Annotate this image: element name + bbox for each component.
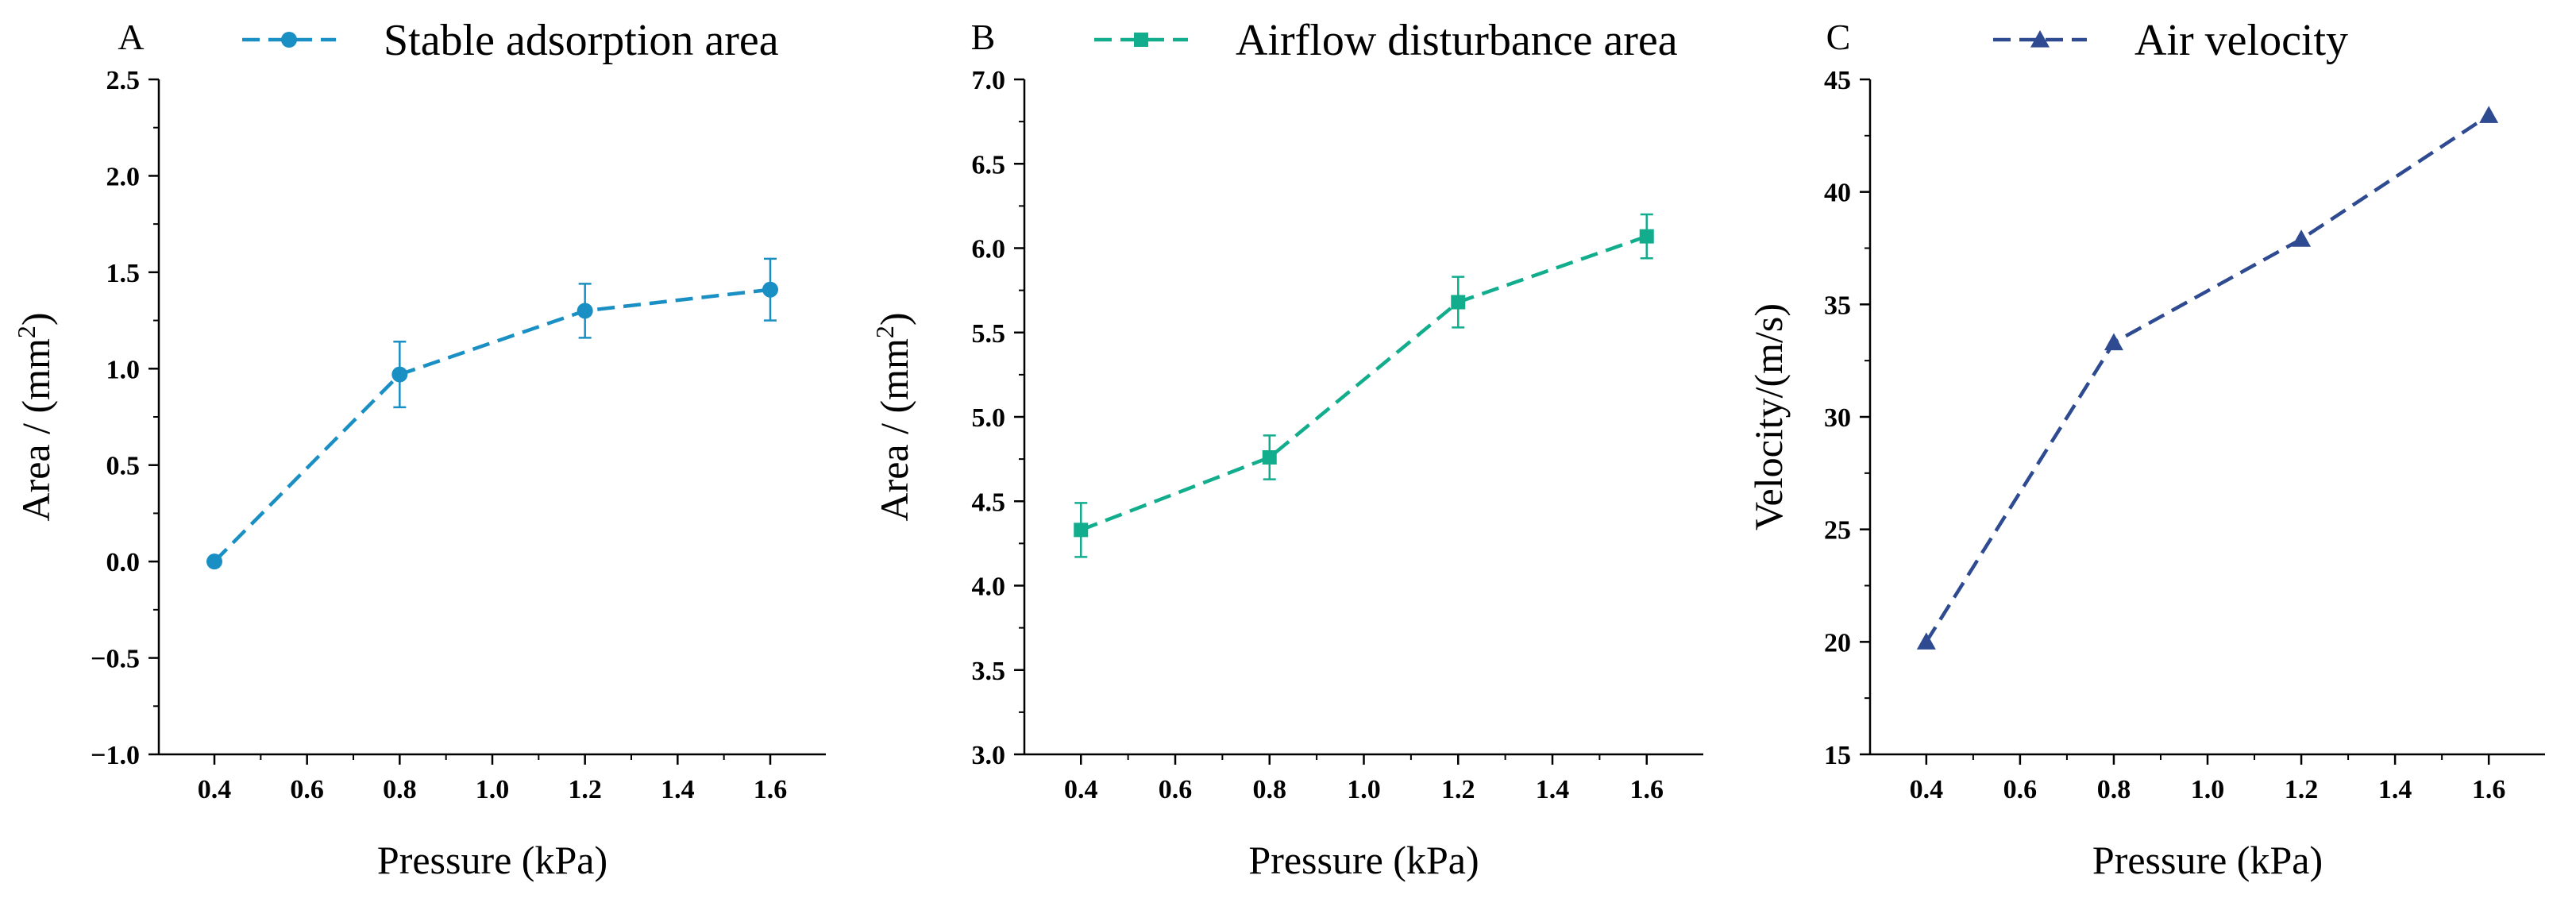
x-tick-label: 0.6 xyxy=(290,775,324,804)
data-point xyxy=(2292,229,2312,247)
legend-marker xyxy=(2030,30,2050,48)
x-tick-label: 1.4 xyxy=(1536,775,1570,804)
legend-marker xyxy=(281,32,297,48)
x-axis-title: Pressure (kPa) xyxy=(2092,838,2323,882)
x-tick-label: 1.0 xyxy=(476,775,510,804)
series-air-velocity xyxy=(1916,106,2499,650)
y-tick-label: 35 xyxy=(1824,291,1851,320)
y-tick-label: 3.5 xyxy=(972,657,1006,686)
x-tick-label: 1.2 xyxy=(568,775,602,804)
legend-label: Stable adsorption area xyxy=(384,16,779,65)
x-tick-label: 1.2 xyxy=(2285,775,2319,804)
data-point xyxy=(1074,522,1089,538)
y-tick-label: 4.0 xyxy=(972,573,1006,602)
series-stable-adsorption-area xyxy=(206,257,778,570)
y-tick-label: 30 xyxy=(1824,403,1851,433)
y-axis-title: Area / (mm2) xyxy=(870,312,916,521)
x-tick-label: 1.6 xyxy=(754,775,788,804)
x-axis-title: Pressure (kPa) xyxy=(377,838,607,882)
y-tick-label: 5.0 xyxy=(972,403,1006,433)
y-tick-label: 20 xyxy=(1824,628,1851,657)
y-tick-label: 1.0 xyxy=(106,355,141,384)
data-point xyxy=(1262,450,1277,465)
y-tick-label: 2.0 xyxy=(106,162,141,191)
x-tick-label: 1.4 xyxy=(661,775,695,804)
x-tick-label: 0.8 xyxy=(2097,775,2131,804)
x-tick-label: 0.8 xyxy=(1253,775,1287,804)
chart-panel-A: 0.4 0.6 0.8 1.0 1.2 1.4 1.6 −1.0 −0.5 0.0 0.5 1.0 1.… xyxy=(12,16,826,882)
y-tick-label: 3.0 xyxy=(972,741,1006,770)
legend-label: Airflow disturbance area xyxy=(1236,16,1678,65)
x-tick-label: 0.4 xyxy=(198,775,232,804)
legend-label: Air velocity xyxy=(2134,16,2348,65)
data-point xyxy=(1916,632,1936,650)
panel-letter: B xyxy=(971,17,996,57)
x-tick-label: 1.2 xyxy=(1441,775,1475,804)
y-tick-label: 45 xyxy=(1824,66,1851,95)
chart-panel-B: 0.4 0.6 0.8 1.0 1.2 1.4 1.6 3.0 3.5 4.0 4.5 5.0 5.5 6… xyxy=(870,16,1703,882)
y-tick-label: 15 xyxy=(1824,741,1851,770)
y-tick-label: 0.0 xyxy=(106,548,141,577)
x-tick-label: 0.4 xyxy=(1064,775,1098,804)
y-tick-label: 25 xyxy=(1824,516,1851,546)
data-point xyxy=(2104,333,2123,351)
series-line xyxy=(1924,114,2490,643)
panel-letter: A xyxy=(118,17,144,57)
data-point xyxy=(2479,106,2499,123)
data-point xyxy=(206,553,222,570)
chart-panel-C: 0.4 0.6 0.8 1.0 1.2 1.4 1.6 15 20 25 30 35 40 45 Press… xyxy=(1746,16,2545,882)
y-tick-label: 6.5 xyxy=(972,150,1006,179)
x-tick-label: 1.0 xyxy=(2191,775,2225,804)
panel-letter: C xyxy=(1826,17,1851,57)
y-axis-title: Velocity/(m/s) xyxy=(1746,303,1791,530)
x-tick-label: 1.0 xyxy=(1347,775,1381,804)
y-tick-label: 1.5 xyxy=(106,259,141,288)
y-tick-label: −0.5 xyxy=(91,645,140,674)
data-point xyxy=(1451,295,1466,310)
y-tick-label: 0.5 xyxy=(106,452,141,481)
legend: Stable adsorption area xyxy=(242,16,779,65)
x-tick-label: 0.4 xyxy=(1910,775,1944,804)
y-tick-label: 2.5 xyxy=(106,66,141,95)
data-point xyxy=(1639,229,1654,244)
data-point xyxy=(577,303,593,319)
series-line xyxy=(213,287,771,563)
x-tick-label: 1.6 xyxy=(2472,775,2506,804)
x-tick-label: 0.6 xyxy=(2003,775,2038,804)
legend-marker xyxy=(1134,33,1148,47)
legend: Air velocity xyxy=(1993,16,2348,65)
y-tick-label: 7.0 xyxy=(972,66,1006,95)
y-tick-label: 4.5 xyxy=(972,488,1006,517)
data-point xyxy=(762,281,778,298)
y-tick-label: 6.0 xyxy=(972,235,1006,264)
x-tick-label: 1.4 xyxy=(2378,775,2412,804)
x-tick-label: 0.8 xyxy=(383,775,417,804)
y-axis-title: Area / (mm2) xyxy=(12,312,58,521)
data-point xyxy=(391,366,408,383)
series-line xyxy=(1080,234,1648,532)
x-tick-label: 0.6 xyxy=(1159,775,1193,804)
y-tick-label: 40 xyxy=(1824,179,1851,208)
y-tick-label: 5.5 xyxy=(972,319,1006,349)
x-axis-title: Pressure (kPa) xyxy=(1248,838,1479,882)
series-airflow-disturbance-area xyxy=(1074,213,1654,558)
legend: Airflow disturbance area xyxy=(1094,16,1678,65)
y-tick-label: −1.0 xyxy=(91,741,140,770)
x-tick-label: 1.6 xyxy=(1630,775,1664,804)
